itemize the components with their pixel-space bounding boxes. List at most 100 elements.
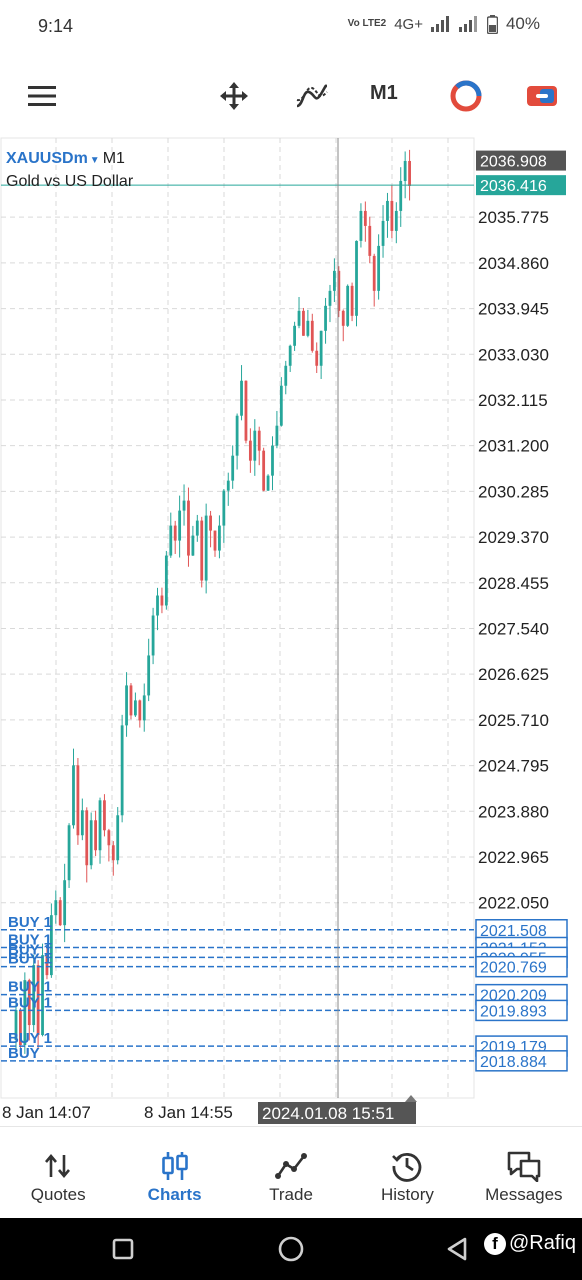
candle-body <box>275 425 279 446</box>
candle-body <box>302 310 305 336</box>
nav-trade[interactable]: Trade <box>233 1127 349 1218</box>
chart-symbol[interactable]: XAUUSDm <box>6 150 88 167</box>
order-label: BUY <box>8 1045 40 1062</box>
candles-icon <box>161 1152 188 1180</box>
crosshair-time-label: 2024.01.08 15:51 <box>262 1104 394 1123</box>
candle-body <box>319 330 323 366</box>
candle-body <box>63 880 67 926</box>
chart-canvas[interactable]: 2035.775 2034.860 2033.945 2033.030 2032.115… <box>0 136 582 1126</box>
indicators-icon <box>296 84 328 108</box>
candle-body <box>173 525 177 541</box>
nav-quotes[interactable]: Quotes <box>0 1127 116 1218</box>
order-label: BUY 1 <box>8 931 52 948</box>
battery-icon <box>486 14 498 34</box>
nav-charts-label: Charts <box>147 1185 202 1204</box>
candle-body <box>355 240 358 316</box>
candle-body <box>45 955 49 976</box>
menu-button[interactable] <box>22 76 62 116</box>
home-button[interactable] <box>278 1236 304 1267</box>
candle-body <box>394 210 398 231</box>
candle-body <box>200 520 204 581</box>
trade-line-icon <box>275 1153 308 1179</box>
candle-body <box>403 160 407 181</box>
candle-body <box>103 800 106 831</box>
chart-timeframe-label: M1 <box>102 150 125 167</box>
candle-body <box>107 830 111 846</box>
symbol-dropdown-icon[interactable]: ▼ <box>89 155 100 166</box>
trade-panel-toggle[interactable] <box>522 76 562 116</box>
candle-body <box>120 725 124 816</box>
volte-indicator: Vo LTE2 <box>347 18 387 29</box>
crosshair-time-tag <box>258 1102 416 1124</box>
time-axis-label: 8 Jan 14:55 <box>144 1103 233 1122</box>
price-axis-label: 2027.540 <box>478 619 549 638</box>
candle-body <box>125 685 128 726</box>
candle-body <box>248 440 252 461</box>
nav-history-label: History <box>380 1185 434 1204</box>
price-axis-label: 2032.115 <box>478 391 548 410</box>
candle-body <box>142 695 146 721</box>
nav-charts[interactable]: Charts <box>116 1127 232 1218</box>
order-price-label: 2019.893 <box>480 1003 547 1020</box>
candle-body <box>14 1010 18 1041</box>
facebook-icon: f <box>484 1232 506 1255</box>
candle-body <box>240 380 243 416</box>
candle-body <box>116 815 120 861</box>
home-icon <box>278 1236 304 1262</box>
candle-body <box>297 310 301 326</box>
candle-body <box>235 415 239 456</box>
candle-body <box>160 595 164 606</box>
candle-body <box>288 345 292 366</box>
price-axis-label: 2022.965 <box>478 848 549 867</box>
candle-body <box>169 525 173 556</box>
recent-apps-button[interactable] <box>112 1238 134 1265</box>
candle-body <box>85 810 89 866</box>
price-axis-label: 2034.860 <box>478 254 549 273</box>
candle-body <box>279 385 283 426</box>
back-button[interactable] <box>446 1237 468 1266</box>
nav-history[interactable]: History <box>349 1127 465 1218</box>
price-axis-label: 2033.030 <box>478 345 549 364</box>
history-clock-icon <box>392 1153 422 1182</box>
price-axis-label: 2031.200 <box>478 437 549 456</box>
candle-body <box>359 210 363 241</box>
candle-body <box>363 210 367 226</box>
candle-body <box>151 615 155 656</box>
scroll-end-marker-icon <box>405 1095 417 1102</box>
ask-price-tag <box>476 150 566 171</box>
crosshair-button[interactable] <box>214 76 254 116</box>
candle-body <box>386 200 389 221</box>
chart-symbol-header[interactable]: XAUUSDm ▼ M1 <box>6 150 125 168</box>
price-axis-label: 2025.710 <box>478 711 549 730</box>
candle-body <box>377 245 381 291</box>
candle-body <box>182 500 186 511</box>
candle-body <box>372 255 376 291</box>
candle-body <box>54 900 58 916</box>
crosshair-move-icon <box>220 82 248 110</box>
candle-body <box>164 555 168 606</box>
timeframe-selector[interactable]: M1 <box>370 82 398 104</box>
candle-body <box>111 845 115 861</box>
candle-body <box>284 365 288 386</box>
network-type: 4G+ <box>394 15 423 33</box>
candle-body <box>80 810 84 836</box>
candle-body <box>381 220 385 246</box>
price-axis-label: 2033.945 <box>478 300 549 319</box>
candle-body <box>178 510 182 541</box>
price-axis-label: 2024.795 <box>478 757 549 776</box>
one-click-trade-button[interactable] <box>446 76 486 116</box>
candle-body <box>138 700 142 721</box>
candle-body <box>253 430 257 461</box>
price-axis-label: 2023.880 <box>478 802 549 821</box>
order-price-box <box>475 1050 568 1072</box>
order-label: BUY 1 <box>8 994 52 1011</box>
order-label: BUY 1 <box>8 979 52 996</box>
battery-level: 40% <box>505 14 540 33</box>
price-chart[interactable]: 2035.775 2034.860 2033.945 2033.030 2032.115… <box>0 136 582 1126</box>
bid-price-tag <box>476 175 566 196</box>
hamburger-icon <box>28 86 56 106</box>
indicators-button[interactable] <box>292 76 332 116</box>
candle-body <box>244 380 248 441</box>
nav-messages[interactable]: Messages <box>466 1127 582 1218</box>
candle-body <box>156 595 159 616</box>
